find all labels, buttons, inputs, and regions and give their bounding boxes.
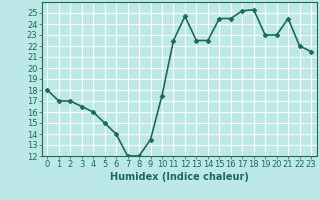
X-axis label: Humidex (Indice chaleur): Humidex (Indice chaleur) (110, 172, 249, 182)
